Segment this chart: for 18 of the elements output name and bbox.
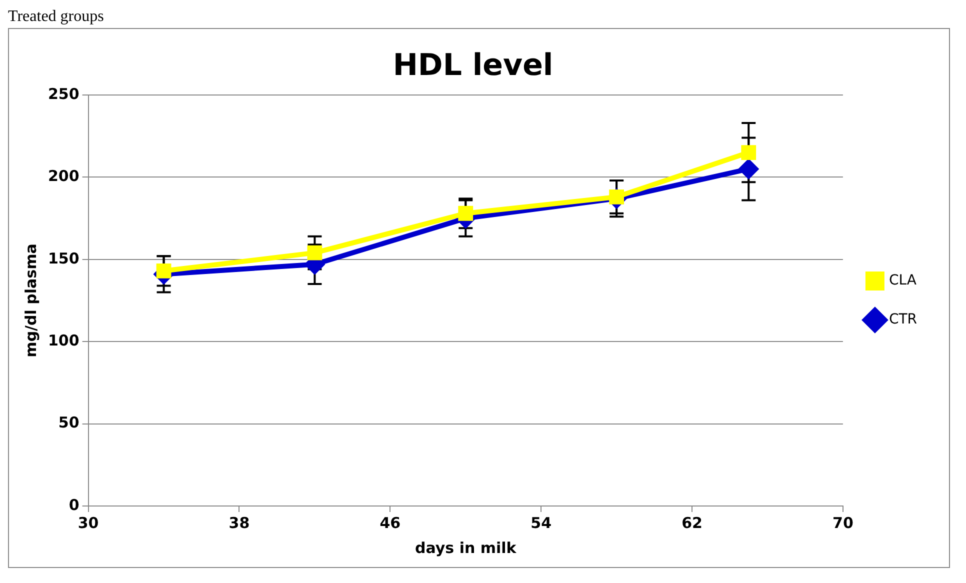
x-tick-label: 38 bbox=[228, 514, 250, 532]
legend-label: CLA bbox=[888, 272, 917, 289]
x-tick-label: 30 bbox=[78, 514, 99, 532]
chart-title: HDL level bbox=[392, 48, 554, 83]
x-axis-title: days in milk bbox=[414, 538, 518, 557]
y-tick-label: 150 bbox=[48, 249, 80, 268]
legend-label: CTR bbox=[888, 312, 918, 328]
x-tick-label: 54 bbox=[530, 514, 552, 532]
x-tick-label: 70 bbox=[832, 514, 854, 532]
y-tick-label: 50 bbox=[58, 414, 80, 432]
y-tick-label: 0 bbox=[68, 496, 80, 514]
x-tick-label: 46 bbox=[380, 514, 401, 532]
text: Treated groups bbox=[8, 8, 105, 27]
y-axis-title: mg/dl plasma bbox=[22, 244, 40, 358]
y-tick-label: 250 bbox=[48, 84, 80, 103]
y-tick-label: 100 bbox=[48, 331, 80, 350]
y-tick-label: 200 bbox=[48, 167, 80, 186]
x-tick-label: 62 bbox=[682, 514, 702, 532]
